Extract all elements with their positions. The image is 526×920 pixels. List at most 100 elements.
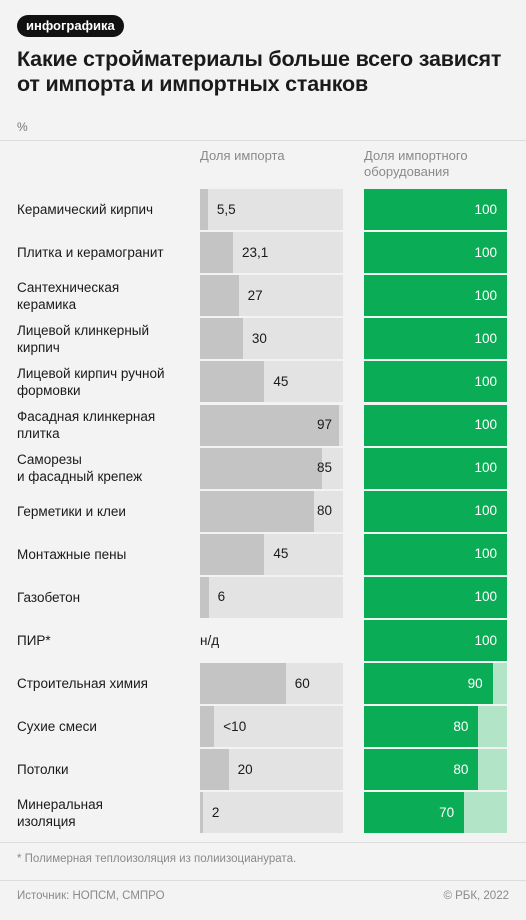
import-value: 27 — [247, 287, 263, 303]
import-bar — [200, 275, 239, 317]
import-value: 60 — [294, 675, 310, 691]
source-divider — [0, 880, 526, 881]
import-value: 6 — [217, 589, 226, 605]
equipment-bar — [364, 447, 507, 489]
row-label: Сухие смеси — [17, 706, 193, 747]
equipment-value: 100 — [474, 503, 497, 519]
import-bar — [200, 576, 209, 618]
equipment-bar — [364, 792, 465, 834]
page-title: Какие стройматериалы больше всего завися… — [17, 47, 502, 96]
import-bar — [200, 490, 315, 532]
row-label: Газобетон — [17, 577, 193, 618]
source-text: Источник: НОПСМ, СМПРО — [17, 890, 165, 902]
row-label: Фасадная клинкерная плитка — [17, 405, 193, 446]
equipment-value: 100 — [474, 201, 497, 217]
import-value: 20 — [237, 761, 253, 777]
import-bar — [200, 447, 322, 489]
equipment-bar — [364, 404, 507, 446]
import-bar — [200, 189, 208, 230]
import-bar — [200, 792, 203, 834]
equipment-value: 80 — [453, 761, 469, 777]
row-label: Потолки — [17, 749, 193, 790]
row-label-text: Лицевой клинкерный кирпич — [17, 322, 150, 355]
footer-divider — [0, 842, 526, 843]
import-bar — [200, 232, 234, 274]
row-label-text: Потолки — [17, 762, 69, 778]
row-label: Лицевой клинкерный кирпич — [17, 318, 193, 359]
equipment-bar — [364, 490, 507, 532]
import-value: 85 — [317, 460, 333, 476]
equipment-value: 100 — [474, 330, 497, 346]
import-bar — [200, 404, 339, 446]
import-value: 97 — [317, 417, 333, 432]
row-label: Герметики и клеи — [17, 491, 193, 532]
import-bar — [200, 318, 243, 360]
row-label: Монтажные пены — [17, 534, 193, 575]
equipment-bar — [364, 576, 507, 618]
row-label: Керамический кирпич — [17, 189, 193, 230]
header-divider — [0, 140, 526, 141]
import-track — [200, 706, 343, 748]
row-label-text: Сухие смеси — [17, 719, 97, 735]
equipment-bar — [364, 232, 507, 274]
import-value: <10 — [223, 718, 247, 734]
equipment-value: 100 — [474, 287, 497, 303]
copyright-text: © РБК, 2022 — [443, 890, 509, 902]
row-label: ПИР* — [17, 620, 193, 661]
equipment-value: 100 — [474, 632, 497, 648]
row-label: Сантехническая керамика — [17, 275, 193, 316]
footnote: * Полимерная теплоизоляция из полиизоциа… — [17, 853, 297, 865]
equipment-column-header: Доля импортного оборудования — [364, 148, 468, 179]
row-label-text: Сантехническая керамика — [17, 279, 120, 312]
import-value: 45 — [273, 546, 289, 562]
equipment-bar — [364, 620, 507, 661]
import-bar — [200, 663, 286, 705]
row-label-text: Плитка и керамогранит — [17, 245, 164, 261]
unit-label: % — [17, 120, 28, 134]
import-track — [200, 189, 343, 230]
row-label-text: Керамический кирпич — [17, 202, 154, 217]
row-label-text: Монтажные пены — [17, 546, 127, 562]
import-value: 2 — [211, 804, 220, 820]
equipment-bar — [364, 189, 507, 230]
row-label-text: Фасадная клинкерная плитка — [17, 409, 156, 441]
row-label: Саморезы и фасадный крепеж — [17, 448, 193, 489]
import-bar — [200, 361, 265, 403]
import-column-header: Доля импорта — [200, 148, 285, 163]
equipment-value: 100 — [474, 460, 497, 476]
equipment-value: 90 — [467, 675, 483, 691]
import-value: 5,5 — [216, 201, 236, 217]
import-track — [200, 576, 343, 618]
equipment-value: 80 — [453, 718, 469, 734]
import-bar — [200, 749, 229, 791]
equipment-bar — [364, 706, 479, 748]
infographic-badge: инфографика — [17, 15, 124, 37]
import-value: 23,1 — [242, 244, 269, 260]
row-label-text: Саморезы и фасадный крепеж — [17, 452, 143, 485]
row-label: Минеральная изоляция — [17, 792, 193, 833]
equipment-value: 100 — [474, 373, 497, 389]
import-track — [200, 792, 343, 834]
row-label: Лицевой кирпич ручной формовки — [17, 361, 193, 402]
equipment-bar — [364, 361, 507, 403]
import-bar — [200, 533, 265, 575]
equipment-bar — [364, 318, 507, 360]
import-value: 45 — [273, 373, 289, 389]
equipment-bar — [364, 533, 507, 575]
import-value: 80 — [317, 503, 333, 519]
equipment-value: 100 — [474, 417, 497, 432]
row-label-text: Герметики и клеи — [17, 503, 126, 519]
equipment-bar — [364, 275, 507, 317]
row-label-text: Лицевой кирпич ручной формовки — [17, 365, 165, 398]
equipment-value: 100 — [474, 589, 497, 605]
import-value: 30 — [251, 330, 267, 346]
import-value: н/д — [200, 632, 220, 648]
row-label-text: ПИР* — [17, 633, 51, 648]
row-label: Плитка и керамогранит — [17, 232, 193, 273]
equipment-value: 100 — [474, 546, 497, 562]
row-label: Строительная химия — [17, 663, 193, 704]
row-label-text: Минеральная изоляция — [17, 796, 103, 829]
row-label-text: Газобетон — [17, 589, 81, 605]
equipment-value: 100 — [474, 244, 497, 260]
